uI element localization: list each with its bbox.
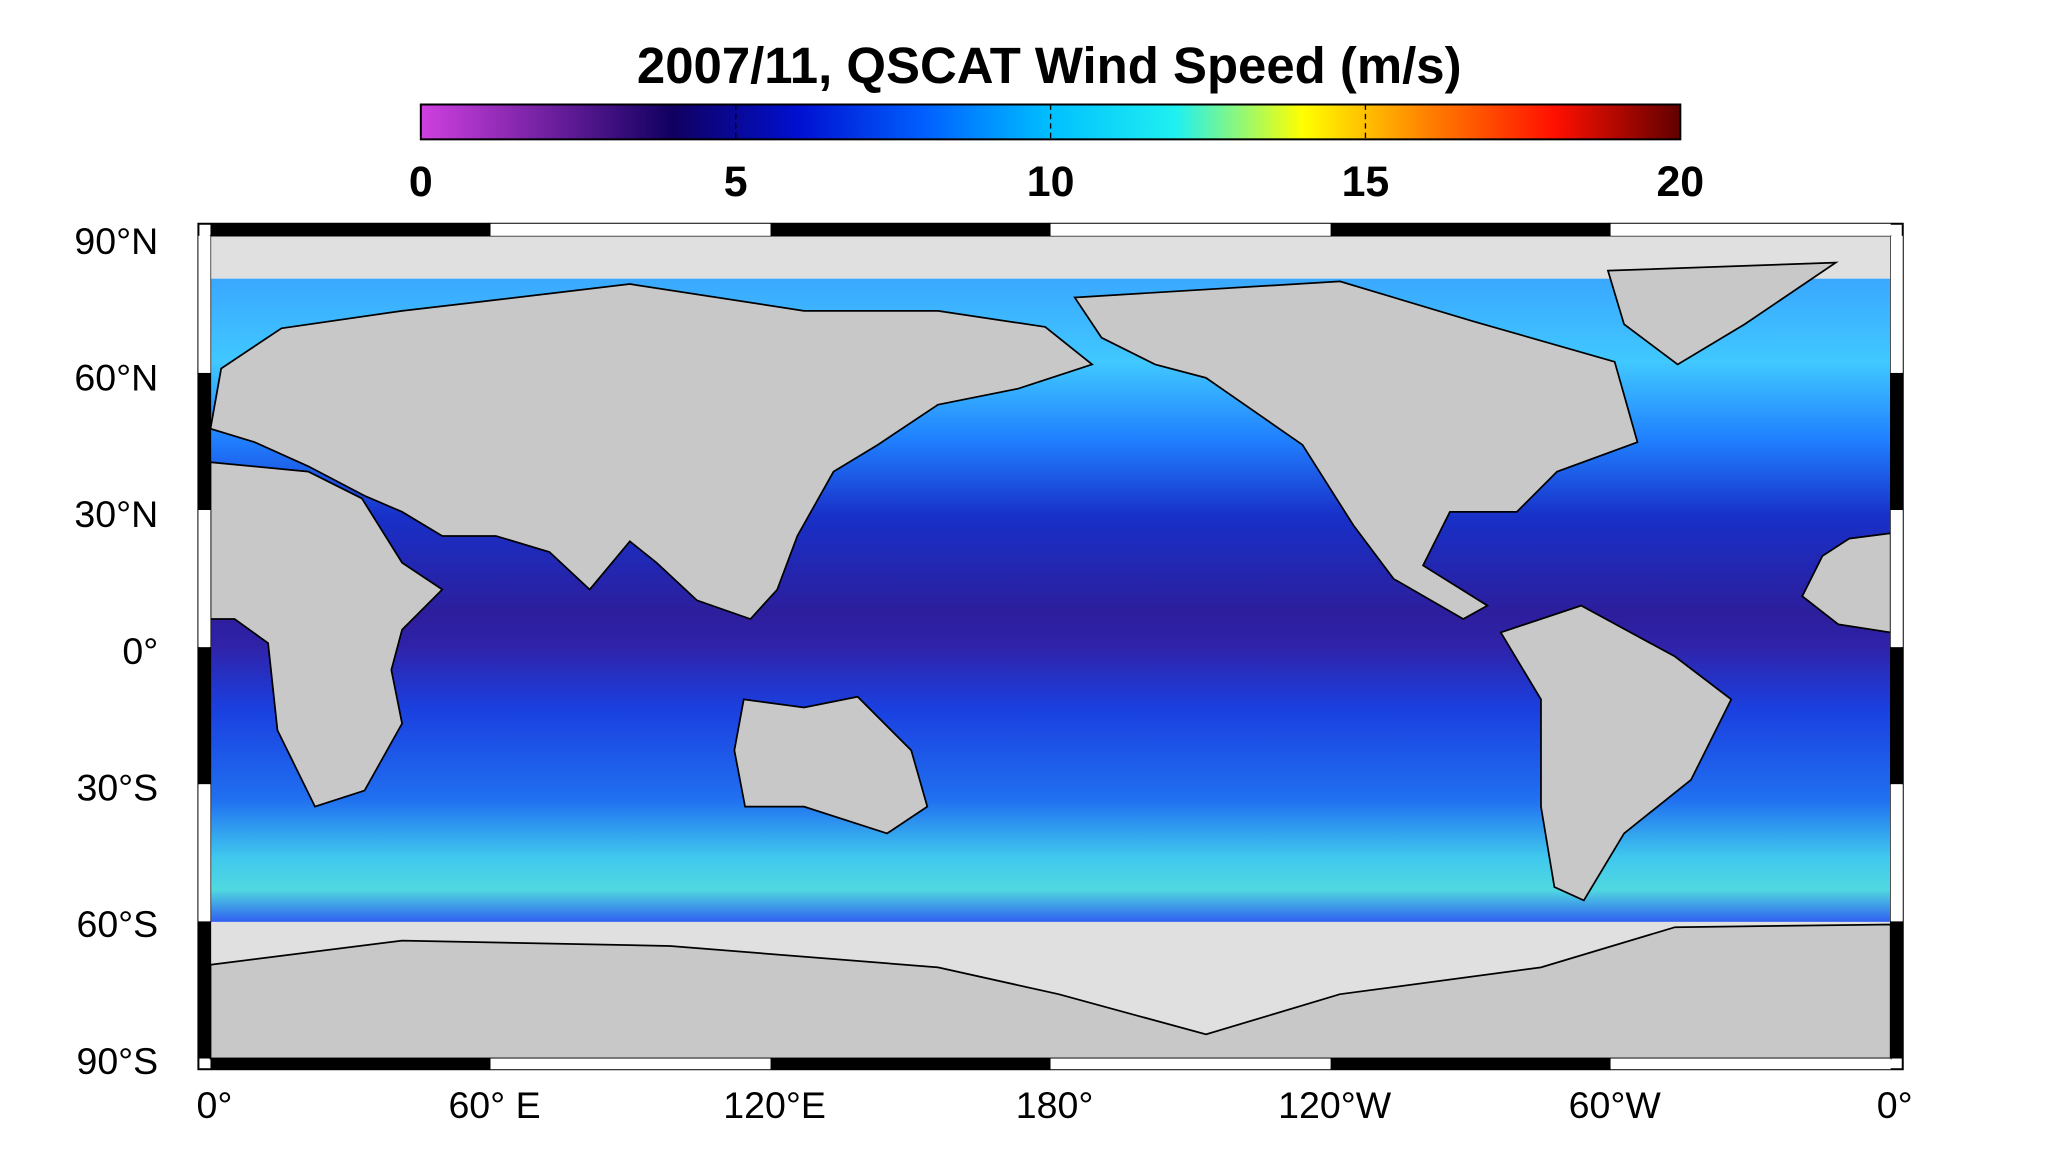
- longitude-label: 0°: [197, 1084, 233, 1126]
- frame-band: [1890, 235, 1903, 373]
- frame-band: [1610, 1058, 1891, 1070]
- frame-band: [770, 223, 1051, 236]
- frame-band: [490, 223, 771, 236]
- frame-band: [198, 647, 211, 785]
- frame-band: [198, 784, 211, 922]
- frame-band: [1330, 1058, 1611, 1070]
- frame-band: [770, 1058, 1051, 1070]
- longitude-label: 120°W: [1278, 1084, 1392, 1126]
- latitude-label: 30°N: [74, 493, 158, 535]
- frame-band: [1890, 372, 1903, 511]
- land: [1073, 280, 1639, 621]
- colorbar-tick-label: 20: [1656, 158, 1704, 206]
- longitude-label: 60°W: [1569, 1084, 1662, 1126]
- frame-band: [490, 1058, 771, 1070]
- longitude-label: 180°: [1016, 1084, 1094, 1126]
- colorbar-tick-label: 15: [1342, 158, 1390, 206]
- frame-band: [198, 235, 211, 373]
- frame-band: [198, 510, 211, 648]
- frame-band: [1050, 223, 1331, 236]
- frame-band: [198, 372, 211, 511]
- latitude-label: 0°: [122, 630, 158, 672]
- longitude-label: 60° E: [448, 1084, 540, 1126]
- frame-band: [1890, 921, 1903, 1059]
- longitude-label: 0°: [1877, 1084, 1913, 1126]
- colorbar-tick-label: 0: [409, 158, 433, 206]
- frame-band: [1610, 223, 1891, 236]
- latitude-label: 60°S: [76, 903, 158, 945]
- frame-band: [210, 1058, 491, 1070]
- latitude-label: 90°S: [76, 1040, 158, 1082]
- latitude-label: 90°N: [74, 220, 158, 262]
- colorbar-tick-label: 10: [1027, 158, 1075, 206]
- frame-band: [1330, 223, 1611, 236]
- frame-band: [198, 921, 211, 1059]
- colorbar-tick-label: 5: [724, 158, 748, 206]
- land: [733, 695, 929, 835]
- frame-band: [210, 223, 491, 236]
- map: [197, 222, 1904, 1071]
- longitude-label: 120°E: [723, 1084, 826, 1126]
- frame-bands: [198, 223, 1903, 1070]
- land: [1606, 261, 1839, 366]
- frame-band: [1890, 784, 1903, 922]
- land: [1499, 604, 1733, 902]
- frame-band: [1890, 647, 1903, 785]
- frame-band: [1050, 1058, 1331, 1070]
- latitude-label: 30°S: [76, 766, 158, 808]
- land: [209, 283, 1094, 621]
- frame-band: [1890, 510, 1903, 648]
- latitude-label: 60°N: [74, 356, 158, 398]
- title: 2007/11, QSCAT Wind Speed (m/s): [637, 37, 1462, 94]
- land: [209, 461, 444, 808]
